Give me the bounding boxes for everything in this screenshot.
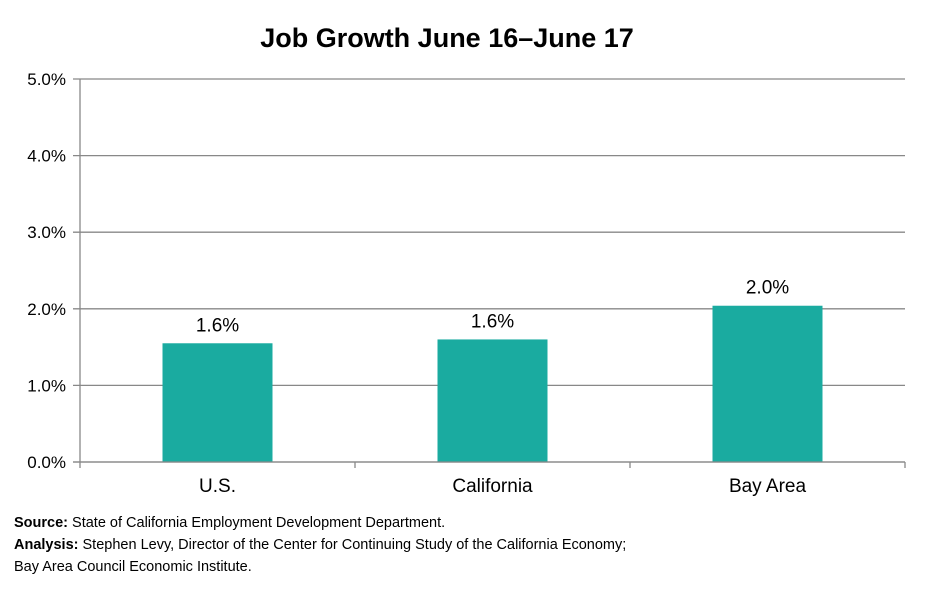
- source-label: Source:: [14, 515, 68, 531]
- analysis-line-2: Bay Area Council Economic Institute.: [14, 559, 252, 575]
- y-tick-label: 0.0%: [27, 453, 66, 472]
- analysis-line: Analysis: Stephen Levy, Director of the …: [14, 534, 626, 556]
- bar: [162, 343, 273, 462]
- y-tick-label: 4.0%: [27, 147, 66, 166]
- source-text: State of California Employment Developme…: [72, 515, 446, 531]
- chart-notes: Source: State of California Employment D…: [14, 512, 626, 578]
- analysis-label: Analysis:: [14, 537, 79, 553]
- y-tick-label: 1.0%: [27, 376, 66, 395]
- bar-data-label: 2.0%: [746, 278, 789, 299]
- x-axis: U.S. California Bay Area: [73, 461, 906, 497]
- bar-data-label: 1.6%: [196, 315, 239, 336]
- bar-data-label: 1.6%: [471, 311, 514, 332]
- y-tick-label: 2.0%: [27, 300, 66, 319]
- y-tick-label: 3.0%: [27, 223, 66, 242]
- y-axis: 0.0% 1.0% 2.0% 3.0% 4.0% 5.0%: [27, 70, 81, 472]
- chart-title: Job Growth June 16–June 17: [260, 23, 634, 53]
- analysis-text: Stephen Levy, Director of the Center for…: [82, 537, 627, 553]
- bars: 1.6% 1.6% 2.0%: [162, 278, 823, 462]
- source-line: Source: State of California Employment D…: [14, 512, 626, 534]
- x-tick-label: U.S.: [199, 476, 236, 497]
- x-tick-label: Bay Area: [729, 476, 807, 497]
- bar: [712, 305, 823, 462]
- bar: [437, 339, 548, 462]
- x-tick-label: California: [452, 476, 533, 497]
- y-tick-label: 5.0%: [27, 70, 66, 89]
